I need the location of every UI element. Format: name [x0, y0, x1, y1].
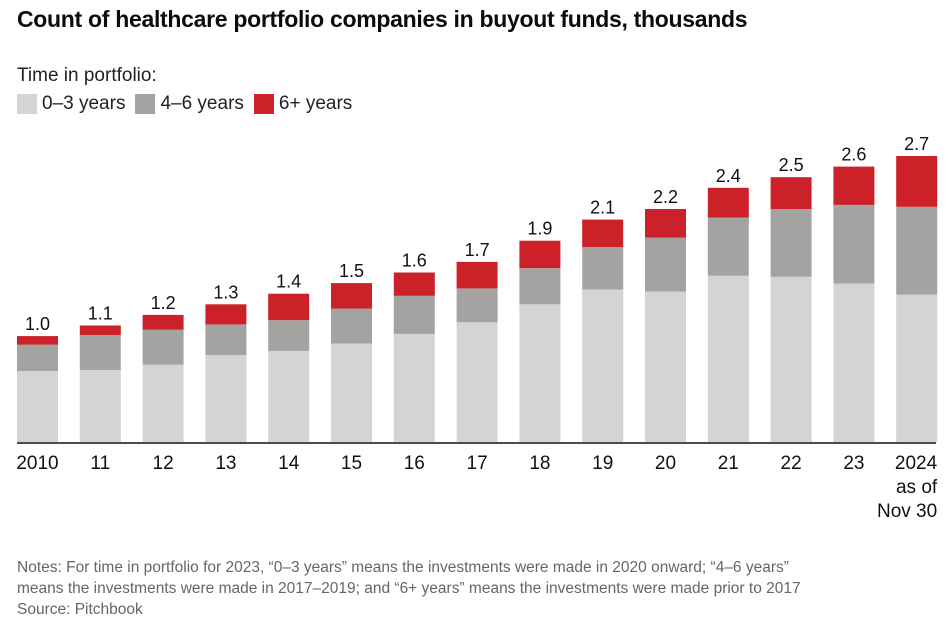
- chart-title: Count of healthcare portfolio companies …: [17, 6, 748, 32]
- notes-line-2: means the investments were made in 2017–…: [17, 580, 801, 597]
- bar-segment-6-years-22: [770, 177, 812, 209]
- bar-segment-4-6-years-16: [393, 295, 435, 334]
- bar-segment-0-3-years-15: [331, 343, 372, 442]
- x-tick-label-14: 14: [278, 453, 300, 474]
- bar-segment-0-3-years-2024: [896, 294, 938, 442]
- notes: Notes: For time in portfolio for 2023, “…: [17, 557, 937, 620]
- bar-segment-6-years-2024: [896, 156, 938, 207]
- total-label-20: 2.2: [653, 187, 678, 207]
- x-tick-label-20: 20: [655, 453, 676, 474]
- legend-title: Time in portfolio:: [17, 65, 157, 86]
- bar-segment-4-6-years-2024: [896, 206, 938, 295]
- bar-segment-4-6-years-19: [582, 247, 624, 290]
- bars-group: [17, 156, 938, 442]
- total-label-16: 1.6: [402, 251, 427, 271]
- bar-segment-0-3-years-14: [268, 350, 310, 442]
- x-tick-labels-group: 2010 11 12 13 14 15 16 17 18 19 20 21 22 23 2024 as of N…: [16, 453, 938, 522]
- legend-label-0-3-years: 0–3 years: [42, 93, 126, 114]
- bar-segment-0-3-years-17: [456, 322, 498, 442]
- total-label-21: 2.4: [716, 166, 741, 186]
- bar-segment-0-3-years-13: [205, 355, 247, 442]
- bar-segment-4-6-years-11: [79, 335, 121, 370]
- bar-segment-4-6-years-21: [707, 217, 749, 276]
- bar-segment-0-3-years-2010: [17, 371, 58, 442]
- total-label-13: 1.3: [213, 282, 238, 302]
- x-tick-label-12: 12: [153, 453, 174, 474]
- total-label-19: 2.1: [590, 198, 615, 218]
- bar-segment-0-3-years-19: [582, 289, 624, 442]
- legend-label-4-6-years: 4–6 years: [160, 93, 244, 114]
- legend-item-6-plus-years: 6+ years: [253, 93, 353, 115]
- legend-swatch-4-6-years: [135, 94, 156, 114]
- legend-swatch-6-plus-years: [253, 94, 274, 114]
- bar-segment-4-6-years-23: [833, 204, 875, 284]
- x-tick-label-18: 18: [529, 453, 550, 474]
- legend-label-6-plus-years: 6+ years: [278, 93, 353, 114]
- x-tick-label-2010: 2010: [16, 453, 58, 474]
- bar-segment-4-6-years-18: [519, 268, 561, 305]
- bar-chart: 1.0 1.1 1.2 1.3 1.4 1.5 1.6 1.7 1.9 2.1 2.2 2.4 2.5 2…: [16, 134, 938, 522]
- bar-segment-4-6-years-17: [456, 288, 498, 323]
- total-label-18: 1.9: [527, 219, 552, 239]
- x-tick-label-11: 11: [90, 453, 110, 474]
- bar-segment-6-years-16: [393, 272, 435, 296]
- bar-segment-6-years-13: [205, 304, 247, 325]
- total-label-23: 2.6: [841, 145, 866, 165]
- bar-segment-4-6-years-13: [205, 324, 247, 356]
- total-label-14: 1.4: [276, 272, 301, 292]
- x-tick-label-2024-line-2: as of: [896, 477, 938, 498]
- bar-segment-4-6-years-14: [268, 320, 310, 351]
- bar-segment-6-years-19: [582, 219, 624, 248]
- bar-segment-6-years-14: [268, 293, 310, 321]
- total-label-2024: 2.7: [904, 134, 929, 154]
- total-labels-group: 1.0 1.1 1.2 1.3 1.4 1.5 1.6 1.7 1.9 2.1 2.2 2.4 2.5 2…: [25, 134, 929, 334]
- bar-segment-0-3-years-11: [79, 370, 121, 442]
- x-tick-label-2024-line-3: Nov 30: [877, 501, 937, 522]
- bar-segment-6-years-12: [142, 314, 184, 330]
- source-note: Source: Pitchbook: [17, 601, 143, 618]
- bar-segment-4-6-years-22: [770, 209, 812, 277]
- legend-swatch-0-3-years: [17, 94, 37, 114]
- x-tick-label-21: 21: [718, 453, 739, 474]
- x-tick-label-16: 16: [404, 453, 425, 474]
- bar-segment-4-6-years-2010: [17, 344, 58, 371]
- bar-segment-6-years-20: [645, 209, 686, 238]
- bar-segment-0-3-years-12: [142, 364, 184, 442]
- bar-segment-6-years-2010: [17, 336, 58, 345]
- total-label-2010: 1.0: [25, 314, 50, 334]
- bar-segment-6-years-18: [519, 240, 561, 269]
- total-label-17: 1.7: [465, 240, 490, 260]
- bar-segment-4-6-years-12: [142, 329, 184, 365]
- total-label-22: 2.5: [779, 155, 804, 175]
- bar-segment-0-3-years-22: [770, 276, 812, 442]
- x-tick-label-17: 17: [467, 453, 488, 474]
- x-tick-label-2024-line-1: 2024: [895, 453, 938, 474]
- bar-segment-6-years-11: [79, 325, 121, 335]
- legend: 0–3 years 4–6 years 6+ years: [17, 93, 362, 115]
- bar-segment-6-years-17: [456, 261, 498, 289]
- legend-item-4-6-years: 4–6 years: [135, 93, 244, 115]
- bar-segment-0-3-years-23: [833, 283, 875, 442]
- legend-item-0-3-years: 0–3 years: [17, 93, 125, 115]
- bar-segment-0-3-years-18: [519, 304, 561, 442]
- bar-segment-4-6-years-15: [331, 308, 372, 344]
- x-tick-label-23: 23: [843, 453, 864, 474]
- notes-line-1: Notes: For time in portfolio for 2023, “…: [17, 559, 789, 576]
- total-label-11: 1.1: [88, 304, 113, 324]
- bar-segment-0-3-years-20: [645, 291, 686, 442]
- total-label-12: 1.2: [151, 293, 176, 313]
- x-tick-label-13: 13: [215, 453, 236, 474]
- x-tick-label-19: 19: [592, 453, 613, 474]
- x-tick-label-15: 15: [341, 453, 362, 474]
- bar-segment-0-3-years-16: [393, 334, 435, 442]
- bar-segment-6-years-23: [833, 166, 875, 205]
- bar-segment-0-3-years-21: [707, 275, 749, 442]
- total-label-15: 1.5: [339, 261, 364, 281]
- bar-segment-6-years-21: [707, 187, 749, 218]
- bar-segment-4-6-years-20: [645, 237, 686, 292]
- bar-segment-6-years-15: [331, 283, 372, 309]
- x-tick-label-22: 22: [781, 453, 802, 474]
